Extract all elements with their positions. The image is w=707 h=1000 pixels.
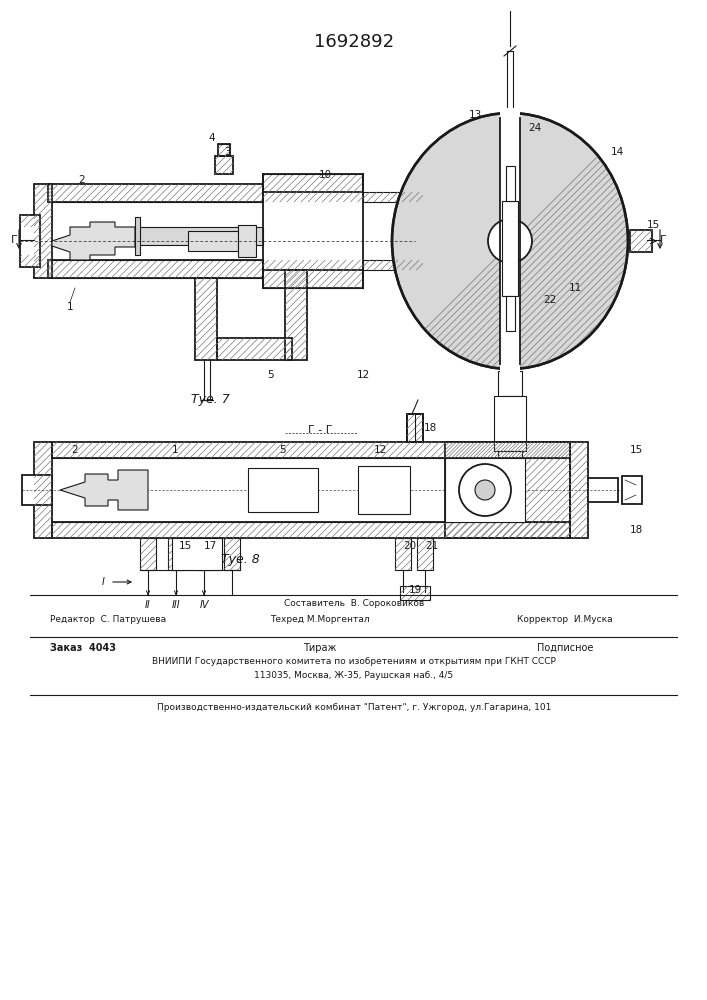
Circle shape: [459, 464, 511, 516]
Bar: [168, 538, 184, 570]
Bar: [400, 586, 430, 600]
Bar: [630, 230, 652, 252]
Bar: [500, 108, 520, 374]
Ellipse shape: [488, 219, 532, 263]
Bar: [195, 278, 217, 360]
Bar: [407, 414, 423, 442]
Bar: [217, 338, 292, 360]
Text: 13: 13: [468, 110, 481, 120]
Text: 12: 12: [373, 445, 387, 455]
Text: III: III: [172, 600, 180, 610]
Bar: [48, 260, 263, 278]
Bar: [135, 217, 140, 255]
Text: 2: 2: [78, 175, 86, 185]
Bar: [172, 538, 222, 570]
Bar: [498, 371, 522, 396]
Bar: [502, 201, 518, 296]
Text: 17: 17: [204, 541, 216, 551]
Text: Г: Г: [660, 235, 667, 245]
Bar: [395, 538, 411, 570]
Bar: [135, 227, 263, 245]
Text: ВНИИПИ Государственного комитета по изобретениям и открытиям при ГКНТ СССР: ВНИИПИ Государственного комитета по изоб…: [152, 658, 556, 666]
Polygon shape: [52, 222, 135, 260]
Bar: [622, 476, 642, 504]
Bar: [417, 538, 433, 570]
Bar: [263, 270, 363, 288]
Text: Редактор  С. Патрушева: Редактор С. Патрушева: [50, 614, 166, 624]
Bar: [224, 538, 240, 570]
Text: Подписное: Подписное: [537, 643, 593, 653]
Bar: [140, 538, 156, 570]
Bar: [22, 475, 52, 505]
Text: Тираж: Тираж: [303, 643, 337, 653]
Bar: [506, 166, 515, 201]
Bar: [48, 184, 263, 202]
Bar: [263, 174, 363, 192]
Text: 5: 5: [280, 445, 286, 455]
Text: II: II: [145, 600, 151, 610]
Bar: [498, 451, 522, 466]
Bar: [503, 464, 517, 478]
Bar: [218, 144, 230, 156]
Text: 113035, Москва, Ж-35, Раушская наб., 4/5: 113035, Москва, Ж-35, Раушская наб., 4/5: [255, 672, 454, 680]
Bar: [358, 466, 410, 514]
Text: Составитель  В. Сороковиков: Составитель В. Сороковиков: [284, 598, 424, 607]
Text: I: I: [102, 577, 105, 587]
Bar: [188, 231, 238, 251]
Bar: [52, 522, 570, 538]
Text: Производственно-издательский комбинат "Патент", г. Ужгород, ул.Гагарина, 101: Производственно-издательский комбинат "П…: [157, 702, 551, 712]
Text: 1: 1: [66, 302, 74, 312]
Bar: [570, 442, 588, 538]
Text: 22: 22: [544, 295, 556, 305]
Text: Τуе. 8: Τуе. 8: [221, 554, 259, 566]
Bar: [215, 156, 233, 174]
Circle shape: [475, 480, 495, 500]
Text: 18: 18: [423, 423, 437, 433]
Text: 21: 21: [426, 541, 438, 551]
Bar: [363, 260, 423, 270]
Text: 15: 15: [646, 220, 660, 230]
Text: Г - Г: Г - Г: [308, 425, 332, 435]
Text: 15: 15: [178, 541, 192, 551]
Text: 4: 4: [209, 133, 216, 143]
Bar: [285, 270, 307, 360]
Text: Заказ  4043: Заказ 4043: [50, 643, 116, 653]
Text: 3: 3: [223, 147, 230, 157]
Text: 18: 18: [629, 525, 643, 535]
Text: 20: 20: [404, 541, 416, 551]
Text: Τуе. 7: Τуе. 7: [191, 393, 229, 406]
Ellipse shape: [392, 113, 628, 369]
Text: 24: 24: [528, 123, 542, 133]
Bar: [20, 215, 40, 267]
Text: Г: Г: [11, 235, 18, 245]
Bar: [34, 184, 52, 278]
Bar: [494, 396, 526, 451]
Text: 12: 12: [356, 370, 370, 380]
Bar: [445, 458, 525, 522]
Text: Корректор  И.Муска: Корректор И.Муска: [518, 614, 613, 624]
Text: 11: 11: [568, 283, 582, 293]
Text: Техред М.Моргентал: Техред М.Моргентал: [270, 614, 370, 624]
Text: 1: 1: [172, 445, 178, 455]
Text: 14: 14: [610, 147, 624, 157]
Text: 2: 2: [71, 445, 78, 455]
Text: 15: 15: [629, 445, 643, 455]
Text: 19: 19: [409, 585, 421, 595]
Text: 1692892: 1692892: [314, 33, 394, 51]
Bar: [363, 192, 423, 202]
Bar: [248, 468, 318, 512]
Polygon shape: [60, 470, 148, 510]
Text: 5: 5: [267, 370, 274, 380]
Bar: [196, 538, 212, 570]
Text: IV: IV: [199, 600, 209, 610]
Bar: [407, 414, 423, 442]
Bar: [34, 442, 52, 538]
Bar: [238, 225, 256, 257]
Bar: [588, 478, 618, 502]
Bar: [52, 442, 570, 458]
Bar: [506, 296, 515, 331]
Text: 10: 10: [318, 170, 332, 180]
Bar: [445, 442, 570, 538]
